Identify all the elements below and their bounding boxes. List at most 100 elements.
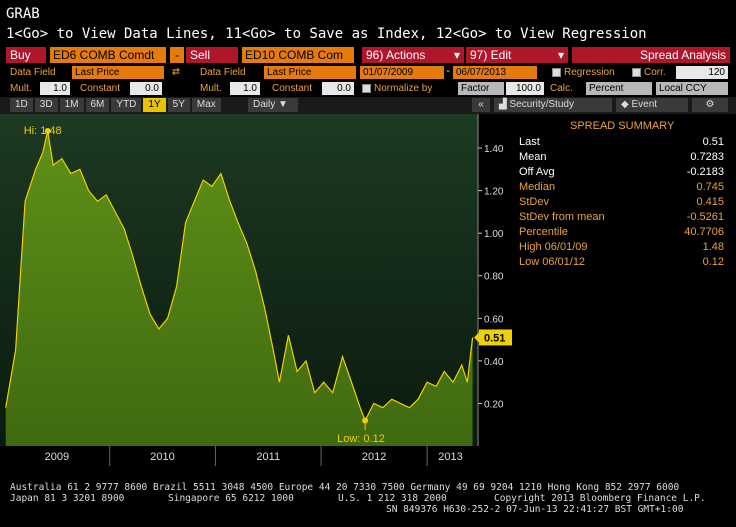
range-tab-5y[interactable]: 5Y bbox=[167, 98, 190, 112]
summary-value: 40.7706 bbox=[684, 226, 724, 238]
y-tick-label: 1.20 bbox=[484, 187, 504, 198]
summary-label: Median bbox=[519, 181, 556, 193]
event-label: Event bbox=[631, 99, 658, 110]
data-field-right-select[interactable]: Last Price bbox=[264, 66, 356, 79]
collapse-icon[interactable]: « bbox=[472, 98, 490, 112]
series-area bbox=[5, 131, 473, 446]
x-tick-label: 2011 bbox=[256, 451, 280, 463]
date-separator: - bbox=[445, 66, 452, 77]
chevron-down-icon: ▾ bbox=[557, 48, 564, 62]
spread-operator-field[interactable]: - bbox=[170, 47, 184, 63]
summary-label: Low 06/01/12 bbox=[519, 256, 586, 268]
swap-icon[interactable]: ⇄ bbox=[172, 64, 180, 79]
sell-ticker-field[interactable]: ED10 COMB Com bbox=[242, 47, 354, 63]
summary-label: Mean bbox=[519, 151, 547, 163]
footer-contacts-singapore: Singapore 65 6212 1000 bbox=[168, 493, 294, 504]
summary-value: -0.2183 bbox=[686, 166, 724, 178]
calc-select[interactable]: Percent bbox=[586, 82, 652, 95]
footer-contacts-line1: Australia 61 2 9777 8600 Brazil 5511 304… bbox=[10, 482, 680, 493]
normalize-label: Normalize by bbox=[374, 83, 433, 94]
tab-security-study[interactable]: ▟ Security/Study bbox=[494, 98, 612, 112]
calc-label: Calc. bbox=[550, 83, 573, 94]
summary-title: SPREAD SUMMARY bbox=[570, 120, 675, 132]
range-tab-3d[interactable]: 3D bbox=[34, 98, 58, 112]
edit-menu-label: 97) Edit bbox=[470, 48, 512, 62]
y-axis-background bbox=[478, 114, 512, 466]
security-study-label: Security/Study bbox=[509, 99, 574, 110]
range-tabs: 1D 3D 1M 6M YTD 1Y 5Y Max bbox=[10, 98, 221, 112]
gear-icon[interactable]: ⚙ bbox=[692, 98, 728, 112]
high-label: Hi: 1.48 bbox=[24, 125, 62, 137]
x-axis-background bbox=[0, 446, 512, 466]
footer-session-info: SN 849376 H630-252-2 07-Jun-13 22:41:27 … bbox=[386, 504, 684, 515]
spread-analysis-title: Spread Analysis bbox=[572, 47, 730, 63]
summary-value: 0.745 bbox=[696, 181, 724, 193]
constant-left-field[interactable]: 0.0 bbox=[130, 82, 162, 95]
x-tick-label: 2009 bbox=[45, 451, 69, 463]
high-marker bbox=[44, 128, 51, 135]
actions-menu-label: 96) Actions bbox=[366, 48, 426, 62]
range-tab-1d[interactable]: 1D bbox=[10, 98, 33, 112]
low-label: Low: 0.12 bbox=[337, 433, 385, 445]
tab-event[interactable]: ◆ Event bbox=[616, 98, 688, 112]
edit-menu[interactable]: 97) Edit ▾ bbox=[466, 47, 568, 63]
footer-copyright: Copyright 2013 Bloomberg Finance L.P. bbox=[494, 493, 706, 504]
regression-label: Regression bbox=[564, 67, 615, 78]
help-line: 1<Go> to View Data Lines, 11<Go> to Save… bbox=[6, 26, 647, 42]
last-value-pointer bbox=[474, 331, 480, 344]
summary-value: 0.51 bbox=[702, 136, 724, 148]
mult-right-label: Mult. bbox=[200, 83, 222, 94]
series-line bbox=[5, 130, 474, 422]
constant-right-label: Constant bbox=[272, 83, 313, 94]
window-title: GRAB bbox=[6, 6, 40, 22]
buy-ticker-field[interactable]: ED6 COMB Comdt bbox=[50, 47, 166, 63]
corr-label: Corr. bbox=[644, 67, 666, 78]
data-field-left-select[interactable]: Last Price bbox=[72, 66, 164, 79]
mult-left-label: Mult. bbox=[10, 83, 32, 94]
mult-right-field[interactable]: 1.0 bbox=[230, 82, 260, 95]
mult-left-field[interactable]: 1.0 bbox=[40, 82, 70, 95]
start-date-field[interactable]: 01/07/2009 bbox=[360, 66, 444, 79]
factor-select[interactable]: Factor bbox=[458, 82, 504, 95]
range-tab-6m[interactable]: 6M bbox=[85, 98, 110, 112]
summary-label: High 06/01/09 bbox=[519, 241, 588, 253]
y-tick-label: 0.80 bbox=[484, 272, 504, 283]
y-tick-label: 1.00 bbox=[484, 229, 504, 240]
x-tick-label: 2010 bbox=[150, 451, 174, 463]
summary-label: StDev from mean bbox=[519, 211, 605, 223]
summary-value: -0.5261 bbox=[686, 211, 724, 223]
summary-value: 0.7283 bbox=[690, 151, 724, 163]
data-field-right-label: Data Field bbox=[200, 67, 246, 78]
range-tab-1m[interactable]: 1M bbox=[59, 98, 84, 112]
summary-value: 0.12 bbox=[702, 256, 724, 268]
x-tick-label: 2012 bbox=[362, 451, 386, 463]
currency-select[interactable]: Local CCY bbox=[656, 82, 728, 95]
range-tab-max[interactable]: Max bbox=[191, 98, 221, 112]
normalize-checkbox[interactable] bbox=[362, 84, 371, 93]
footer-contacts-japan: Japan 81 3 3201 8900 bbox=[10, 493, 125, 504]
factor-value-field[interactable]: 100.0 bbox=[506, 82, 544, 95]
footer-contacts-us: U.S. 1 212 318 2000 bbox=[338, 493, 447, 504]
range-tab-1y[interactable]: 1Y bbox=[143, 98, 166, 112]
spread-chart[interactable]: 0.20 0.40 0.60 0.80 1.00 1.20 1.40 2009 2010 2011… bbox=[0, 114, 512, 466]
range-tab-ytd[interactable]: YTD bbox=[111, 98, 142, 112]
frequency-select[interactable]: Daily ▼ bbox=[248, 98, 298, 112]
end-date-field[interactable]: 06/07/2013 bbox=[453, 66, 537, 79]
y-tick-label: 1.40 bbox=[484, 144, 504, 155]
summary-label: Last bbox=[519, 136, 540, 148]
chevron-down-icon: ▾ bbox=[453, 48, 460, 62]
last-value-label: 0.51 bbox=[484, 332, 505, 344]
y-tick-label: 0.20 bbox=[484, 399, 504, 410]
corr-checkbox[interactable] bbox=[632, 68, 641, 77]
buy-button[interactable]: Buy bbox=[6, 47, 46, 63]
summary-value: 1.48 bbox=[702, 241, 724, 253]
chart-icon: ▟ bbox=[499, 99, 507, 110]
sell-button[interactable]: Sell bbox=[186, 47, 238, 63]
actions-menu[interactable]: 96) Actions ▾ bbox=[362, 47, 464, 63]
regression-checkbox[interactable] bbox=[552, 68, 561, 77]
summary-value: 0.415 bbox=[696, 196, 724, 208]
y-tick-label: 0.40 bbox=[484, 357, 504, 368]
constant-right-field[interactable]: 0.0 bbox=[322, 82, 354, 95]
triangle-down-icon: ▼ bbox=[278, 99, 288, 110]
corr-window-field[interactable]: 120 bbox=[676, 66, 728, 79]
